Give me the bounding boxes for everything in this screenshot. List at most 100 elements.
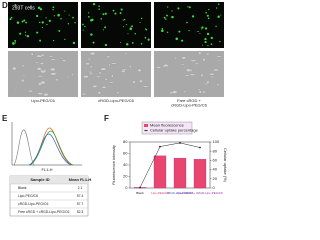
cell-shape [83,75,89,79]
cell-dot [102,29,104,31]
cell-shape [108,63,111,67]
line-point [179,142,181,144]
cell-dot [52,9,54,11]
cell-dot [60,17,62,20]
cell-dot [48,19,51,22]
cell-dot [163,16,166,19]
caption-line: cRGD-Lipo-PEG/C6 [98,98,135,103]
y2-tick-label: 60 [213,157,218,162]
line [139,142,201,188]
cell-dot [24,31,27,33]
legend-swatch [144,124,148,127]
cell-dot [161,27,164,30]
cell-shape [50,72,57,76]
bar [153,155,167,189]
cell-dot [23,19,26,22]
cell-dot [46,23,48,26]
cell-shape [14,89,18,91]
cell-shape [97,91,101,95]
table-cell: Free cRGD + cRGD-Lipo-PEG/C6 [18,210,69,214]
cell-dot [166,31,169,34]
cell-dot [84,25,86,28]
cell-dot [210,36,213,40]
cell-shape [12,66,17,71]
cell-dot [64,38,66,41]
cell-shape [202,58,206,62]
cell-dot [74,22,76,24]
cell-dot [123,18,126,21]
cell-dot [207,17,210,20]
cell-dot [104,43,108,47]
cell-shape [174,57,178,60]
cell-dot [102,13,105,16]
cell-shape [189,73,196,76]
cell-dot [41,26,43,29]
y2-tick-label: 100 [213,139,220,144]
cell-dot [67,23,70,25]
cell-shape [89,65,93,68]
cell-shape [50,58,56,61]
cell-dot [112,9,115,12]
cell-dot [37,6,41,10]
x-tick-label: Free cRGD + cRGD-Lipo-PEG/C6 [177,191,223,195]
y-axis-title: Fluorescence intensity [111,145,116,185]
table-cell: 57.7 [77,202,84,206]
cell-dot [217,15,220,18]
cell-dot [12,42,15,45]
panel-label: D [2,1,8,10]
panel-label: E [2,114,8,123]
cell-shape [129,65,132,68]
cell-dot [92,41,95,44]
cell-dot [36,31,39,34]
cell-shape [111,74,114,78]
cell-shape [190,59,197,62]
legend-label: Mean fluorescence [150,123,185,128]
cell-dot [199,33,201,35]
cell-dot [91,18,94,22]
cell-shape [62,59,66,62]
cell-shape [43,93,49,97]
cell-dot [14,3,17,6]
cell-dot [92,2,96,6]
cell-dot [19,32,22,35]
cell-dot [206,14,209,17]
cell-dot [39,39,42,42]
cell-shape [194,62,199,65]
table-cell: Blank [18,186,27,190]
histogram-curve [13,129,35,166]
fluorescence-image [8,2,78,48]
cell-shape [49,55,53,58]
cell-dot [175,37,179,41]
cell-dot [197,30,199,33]
cell-shape [50,67,56,71]
cell-shape [186,68,191,72]
cell-dot [120,41,122,43]
cell-shape [132,80,136,84]
cell-dot [119,12,122,15]
cell-shape [206,80,210,84]
cell-dot [187,6,189,8]
cell-shape [40,80,46,85]
cell-shape [87,71,94,73]
cell-dot [165,18,167,20]
cell-dot [171,15,174,19]
cell-dot [98,5,100,7]
cell-dot [139,21,141,24]
cell-dot [114,12,117,15]
cell-shape [101,94,104,96]
legend-box [141,121,193,135]
cell-shape [218,59,221,62]
cell-dot [39,8,43,11]
image-grid: Lipo-PEG/C6 cRGD-Lipo-PEG/C6 Free cRGD + cR… [8,2,224,108]
cell-dot [90,33,93,36]
cell-shape [36,54,43,58]
table-header: Mean FL1-H [69,177,92,182]
table-cell: cRGD-Lipo-PEG/C6 [18,202,48,206]
cell-dot [206,32,210,36]
cell-dot [219,40,221,43]
cell-shape [116,91,120,94]
cell-shape [36,67,42,71]
cell-dot [14,39,17,42]
y2-tick-label: 80 [213,148,218,153]
cell-shape [66,76,70,78]
